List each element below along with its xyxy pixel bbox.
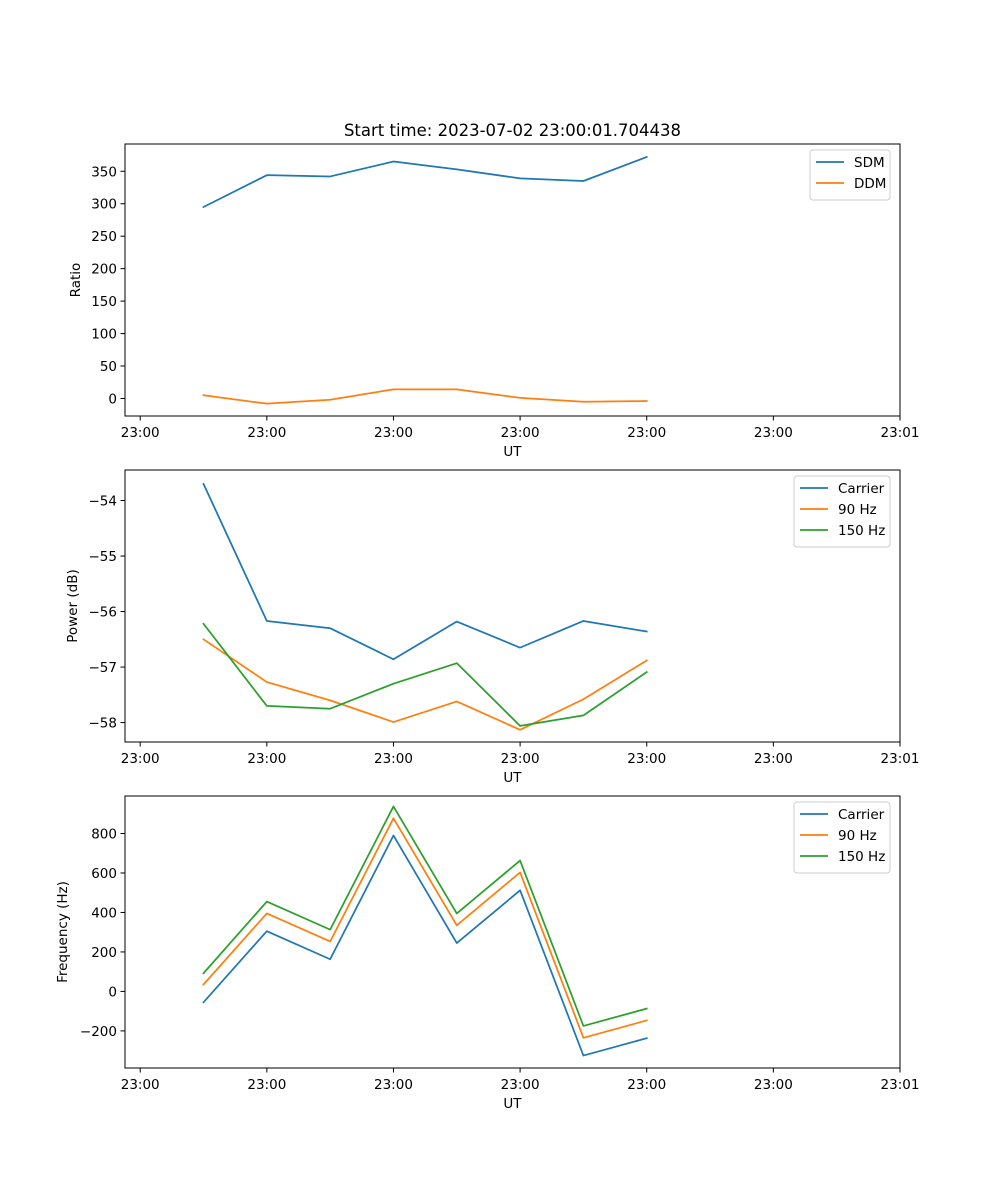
y-tick-label: 350 (91, 164, 117, 180)
series-line-ddm (202, 388, 648, 405)
axes-frame (124, 143, 901, 417)
y-tick-label: −54 (89, 494, 118, 510)
y-tick-label: −57 (89, 660, 118, 676)
y-tick-label: −55 (89, 549, 118, 565)
legend-label: SDM (854, 155, 885, 171)
y-tick-label: −58 (89, 716, 118, 732)
legend: Carrier 90 Hz 150 Hz (793, 475, 891, 548)
series-line-carrier (202, 834, 648, 1057)
legend-label: 150 Hz (838, 849, 885, 865)
x-tick-label: 23:00 (501, 751, 540, 767)
x-axis-label: UT (503, 770, 522, 786)
y-tick-label: 250 (91, 229, 117, 245)
legend-label: Carrier (838, 481, 885, 497)
subplot-1: Start time: 2023-07-02 23:00:01.704438 23… (68, 121, 919, 460)
y-tick-label: 0 (108, 984, 117, 1000)
x-tick-label: 23:01 (881, 1077, 920, 1093)
y-axis-label: Ratio (68, 263, 84, 298)
axes-frame (124, 795, 901, 1069)
x-tick-label: 23:00 (374, 751, 413, 767)
y-tick-label: 300 (91, 197, 117, 213)
x-tick-label: 23:01 (881, 751, 920, 767)
x-tick-label: 23:00 (754, 1077, 793, 1093)
y-tick-label: 200 (91, 262, 117, 278)
series-line-150-hz (202, 622, 648, 727)
y-tick-label: 100 (91, 327, 117, 343)
y-tick-label: −56 (89, 605, 118, 621)
y-tick-label: 200 (91, 945, 117, 961)
x-tick-label: 23:00 (754, 425, 793, 441)
x-tick-label: 23:00 (501, 425, 540, 441)
y-tick-label: 600 (91, 866, 117, 882)
axes-frame (124, 469, 901, 743)
x-axis-label: UT (503, 444, 522, 460)
series-line-90-hz (202, 817, 648, 1039)
y-axis-label: Frequency (Hz) (55, 881, 71, 983)
y-tick-label: 150 (91, 294, 117, 310)
x-tick-label: 23:01 (881, 425, 920, 441)
x-tick-label: 23:00 (121, 1077, 160, 1093)
x-tick-label: 23:00 (501, 1077, 540, 1093)
x-tick-label: 23:00 (247, 1077, 286, 1093)
x-tick-label: 23:00 (374, 425, 413, 441)
legend-label: 150 Hz (838, 523, 885, 539)
series-line-sdm (202, 155, 648, 209)
x-tick-label: 23:00 (627, 1077, 666, 1093)
y-tick-label: 400 (91, 905, 117, 921)
legend: Carrier 90 Hz 150 Hz (793, 801, 891, 874)
legend-label: DDM (854, 176, 886, 192)
x-tick-label: 23:00 (754, 751, 793, 767)
y-tick-label: 800 (91, 827, 117, 843)
x-tick-label: 23:00 (627, 425, 666, 441)
x-tick-label: 23:00 (374, 1077, 413, 1093)
subplot-3: 23:00 23:00 23:00 23:00 23:00 23:00 23:01 −200 0… (55, 795, 920, 1112)
legend-label: 90 Hz (838, 502, 877, 518)
series-line-carrier (202, 482, 648, 661)
x-tick-label: 23:00 (627, 751, 666, 767)
legend-label: 90 Hz (838, 828, 877, 844)
x-axis-label: UT (503, 1096, 522, 1112)
legend-label: Carrier (838, 807, 885, 823)
series-line-150-hz (202, 805, 648, 1027)
chart-title: Start time: 2023-07-02 23:00:01.704438 (344, 121, 681, 140)
subplot-2: 23:00 23:00 23:00 23:00 23:00 23:00 23:01 −58 −5… (65, 469, 920, 786)
legend: SDM DDM (809, 149, 891, 201)
y-tick-label: 50 (100, 359, 117, 375)
y-axis-label: Power (dB) (65, 569, 81, 642)
x-tick-label: 23:00 (247, 751, 286, 767)
x-tick-label: 23:00 (121, 425, 160, 441)
y-tick-label: 0 (108, 391, 117, 407)
y-tick-label: −200 (80, 1024, 117, 1040)
x-tick-label: 23:00 (247, 425, 286, 441)
x-tick-label: 23:00 (121, 751, 160, 767)
series-line-90-hz (202, 638, 648, 731)
